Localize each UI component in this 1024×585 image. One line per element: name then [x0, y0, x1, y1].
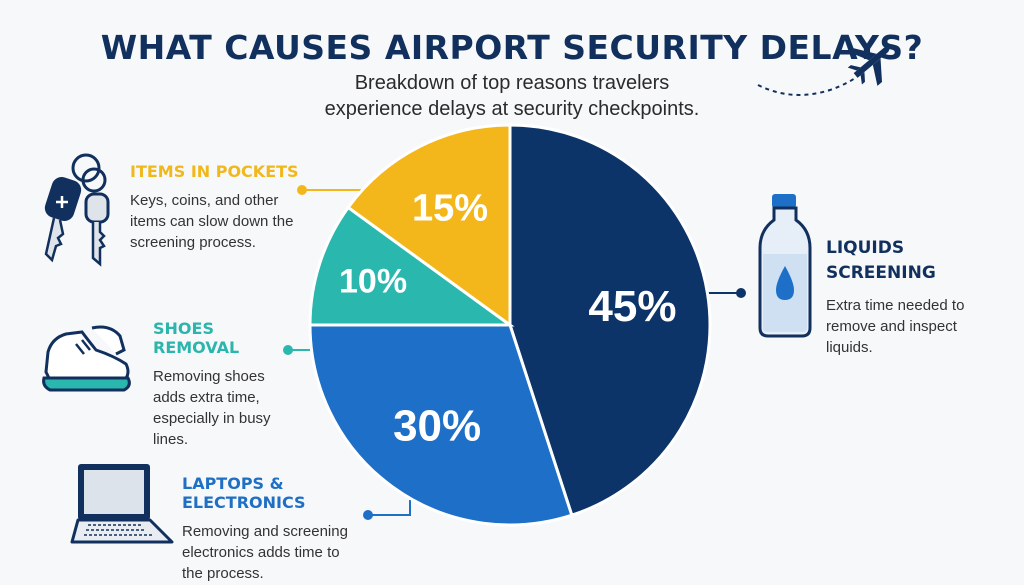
pie-slice-items-in-pockets	[346, 123, 512, 328]
pie-slice-value-label: 30%	[393, 402, 481, 451]
callout-text: Keys, coins, and other items can slow do…	[130, 192, 294, 251]
callout-heading: SHOES REMOVAL	[153, 319, 240, 357]
pie-slice-value-label: 10%	[339, 262, 407, 300]
page-subtitle: Breakdown of top reasons travelers exper…	[324, 72, 700, 120]
shoe-icon	[42, 325, 131, 392]
pie-slice-shoes-removal	[308, 205, 515, 327]
callout-shoes-removal: SHOES REMOVAL Removing shoes adds extra …	[153, 319, 293, 450]
leader-dot	[283, 345, 293, 355]
callout-laptops-electronics: LAPTOPS & ELECTRONICS Removing and scree…	[182, 474, 362, 584]
callout-text: Removing shoes adds extra time, especial…	[153, 368, 271, 448]
pie-slice-liquids-screening	[508, 123, 712, 518]
leader-dot	[363, 510, 373, 520]
pie-labels: 45% 30% 10%15%	[339, 188, 676, 451]
pie-slice-value-label: 45%	[588, 282, 676, 331]
laptop-icon	[70, 464, 174, 544]
leader-dot	[297, 185, 307, 195]
pie-slice-value-label: 15%	[412, 188, 488, 230]
callout-heading: ITEMS IN POCKETS	[130, 162, 299, 181]
keys-icon	[44, 153, 110, 267]
pie-slices	[308, 123, 712, 527]
water-bottle-icon	[758, 194, 812, 338]
page-title: WHAT CAUSES AIRPORT SECURITY DELAYS?	[100, 28, 924, 67]
callout-text: Removing and screening electronics adds …	[182, 523, 348, 582]
callout-liquids-screening: LIQUIDS SCREENING Extra time needed to r…	[826, 236, 976, 358]
callout-text: Extra time needed to remove and inspect …	[826, 297, 965, 356]
callout-heading: LAPTOPS & ELECTRONICS	[182, 474, 306, 512]
airplane-icon	[757, 46, 890, 96]
leader-line	[368, 500, 411, 516]
callout-heading: LIQUIDS SCREENING	[826, 238, 936, 283]
callout-items-in-pockets: ITEMS IN POCKETS Keys, coins, and other …	[130, 162, 300, 253]
pie-slice-laptops-electronics	[308, 323, 574, 527]
leader-dot	[736, 288, 746, 298]
